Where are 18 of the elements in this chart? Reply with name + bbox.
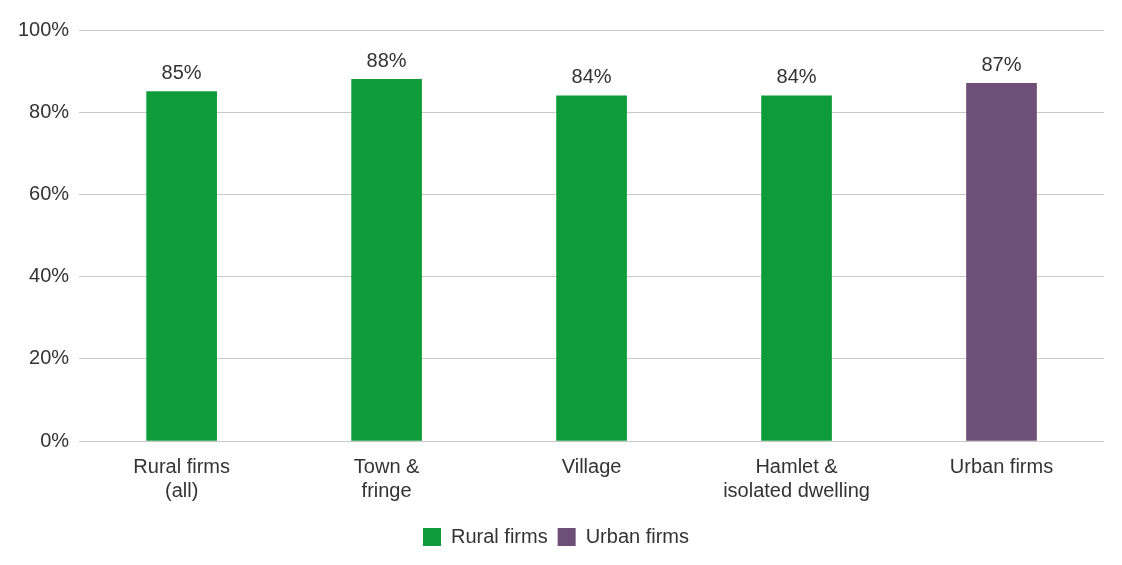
y-tick-label: 80%: [29, 99, 70, 122]
y-tick-label: 0%: [40, 428, 70, 451]
legend-label: Urban firms: [585, 524, 690, 547]
y-tick-label: 20%: [29, 346, 70, 369]
data-label: 88%: [366, 48, 407, 71]
x-tick-label: Village: [561, 454, 622, 477]
y-tick-label: 60%: [29, 181, 70, 204]
data-label: 85%: [161, 61, 202, 84]
legend-label: Rural firms: [450, 524, 548, 547]
x-tick-label: Rural firms (all): [133, 454, 230, 501]
x-tick-label: Hamlet & isolated dwelling: [723, 454, 870, 501]
data-label: 84%: [571, 65, 612, 88]
x-tick-label: Town & fringe: [353, 454, 421, 501]
y-tick-label: 100%: [18, 17, 70, 40]
data-label: 84%: [776, 65, 817, 88]
y-tick-label: 40%: [29, 264, 70, 287]
data-label: 87%: [981, 52, 1022, 75]
x-tick-label: Urban firms: [949, 454, 1054, 477]
